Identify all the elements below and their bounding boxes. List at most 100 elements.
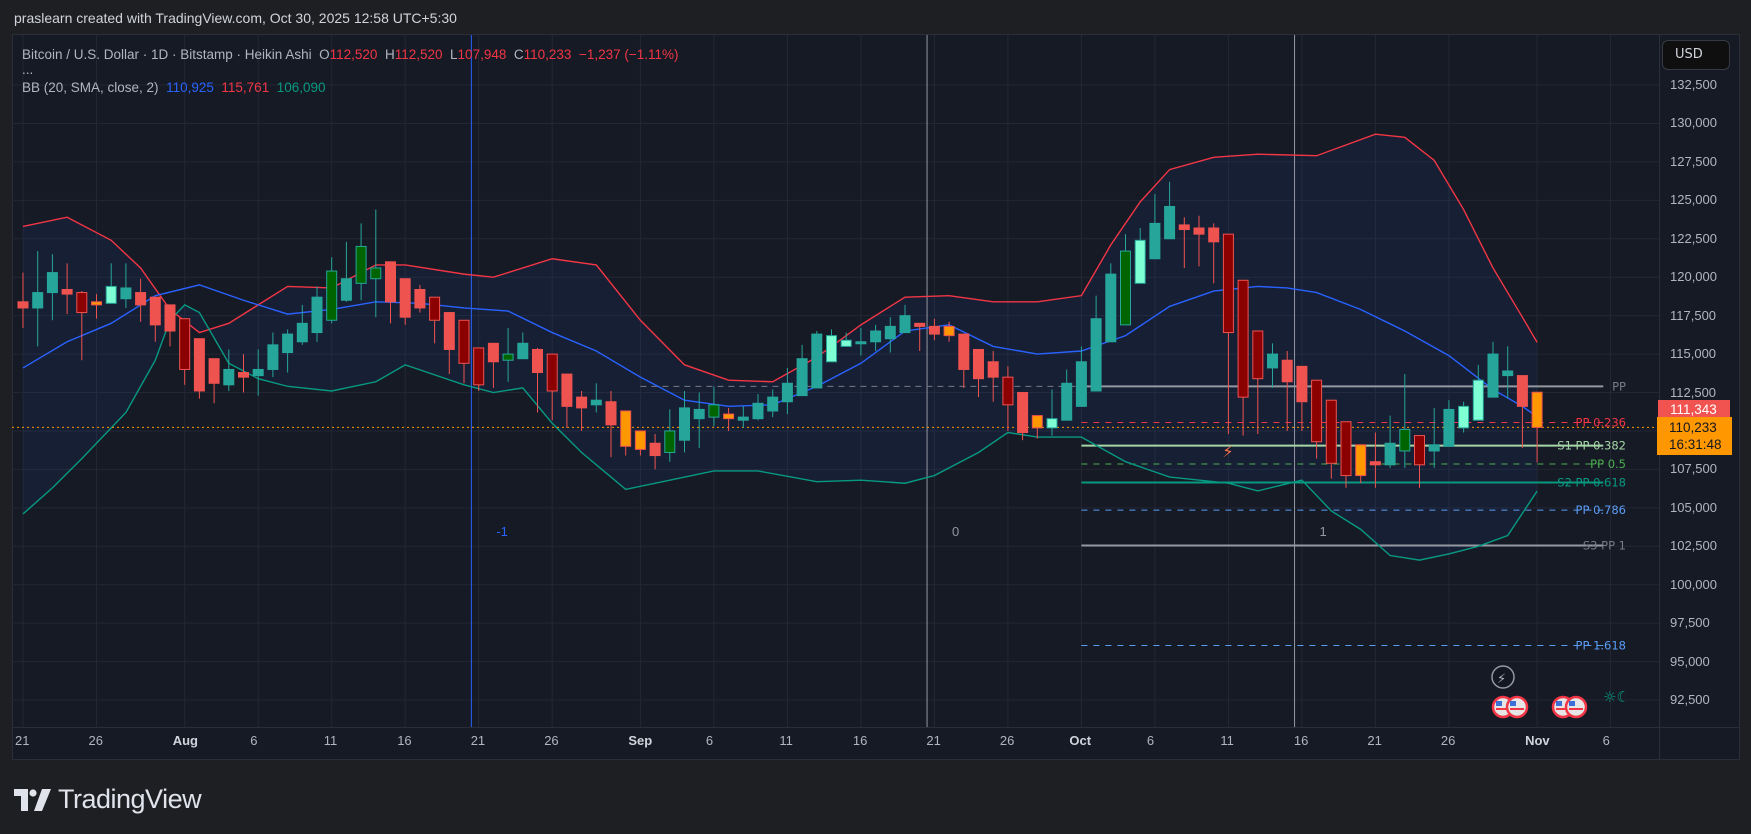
time-axis-label: 6	[705, 733, 714, 748]
symbol-title[interactable]: Bitcoin / U.S. Dollar · 1D · Bitstamp · …	[22, 47, 312, 62]
candle	[590, 399, 602, 406]
candle	[385, 261, 396, 303]
time-axis-label: 11	[779, 733, 793, 748]
candle	[193, 338, 205, 392]
candle	[282, 333, 294, 354]
session-label: 1	[1320, 524, 1327, 539]
candle	[973, 348, 984, 380]
candle	[1516, 375, 1528, 407]
chart-credit: praslearn created with TradingView.com, …	[14, 10, 457, 26]
candle	[1120, 250, 1131, 326]
pivot-label: PP 0.786	[1576, 503, 1626, 517]
time-axis-label: 21	[470, 733, 486, 748]
price-axis-label: 122,500	[1670, 230, 1717, 246]
candle	[1487, 353, 1499, 398]
candle	[1325, 399, 1337, 464]
candle	[576, 396, 588, 409]
price-axis-label: 92,500	[1670, 692, 1710, 708]
economic-events: ⚡ ☼☾	[1491, 665, 1630, 719]
candle	[884, 325, 896, 340]
candle	[311, 296, 323, 334]
candle	[1193, 227, 1205, 235]
bb-legend-row[interactable]: BB (20, SMA, close, 2) 110,925 115,761 1…	[22, 77, 679, 98]
pivot-label: S1 PP 0.382	[1557, 439, 1626, 453]
candle	[943, 325, 955, 337]
chart-panel[interactable]	[12, 34, 1740, 760]
candle	[267, 344, 279, 370]
candle	[429, 296, 441, 321]
pivot-label: S3 PP 1	[1583, 539, 1626, 553]
pivot-label: PP 0.236	[1576, 416, 1626, 430]
candle	[1061, 382, 1073, 421]
candle	[1208, 227, 1220, 243]
candle	[355, 245, 367, 284]
candle	[399, 278, 411, 318]
low-value: 107,948	[457, 47, 507, 62]
candle	[135, 292, 147, 306]
candle	[561, 373, 573, 407]
bb-upper-value: 115,761	[221, 80, 270, 95]
time-axis-label: 26	[544, 733, 559, 748]
time-axis-label: Nov	[1525, 733, 1550, 748]
candle	[1267, 353, 1278, 369]
candle	[914, 322, 926, 327]
candle	[767, 396, 779, 412]
candle	[105, 285, 117, 304]
time-axis-label: 26	[1440, 733, 1456, 748]
us-flag-event-icon	[1564, 695, 1588, 719]
candle	[693, 408, 705, 420]
session-label: 0	[952, 524, 959, 539]
last-price-tag: 110,233 16:31:48	[1657, 417, 1732, 456]
candle	[164, 304, 176, 332]
candle	[708, 404, 720, 418]
symbol-legend-row[interactable]: Bitcoin / U.S. Dollar · 1D · Bitstamp · …	[22, 47, 679, 62]
time-axis-label: 21	[926, 733, 941, 748]
candle	[1237, 279, 1249, 398]
candle	[1428, 444, 1440, 452]
candle	[1149, 222, 1161, 260]
time-axis-label: 21	[15, 733, 30, 748]
candle	[679, 407, 690, 441]
price-axis-label: 102,500	[1670, 538, 1717, 554]
legend-more-button[interactable]: ...	[22, 62, 34, 77]
time-axis-label: 6	[250, 733, 258, 748]
candle	[634, 430, 646, 450]
candle	[1355, 444, 1367, 477]
session-daynight-icon: ☼☾	[1603, 688, 1630, 706]
candle	[76, 292, 88, 314]
candle	[1105, 273, 1117, 343]
time-axis-label: 21	[1367, 733, 1382, 748]
candle	[1311, 379, 1323, 443]
candle	[1458, 405, 1470, 429]
candle	[664, 430, 676, 453]
candle	[1002, 376, 1014, 406]
candle	[32, 292, 44, 309]
candle	[826, 335, 837, 363]
news-flash-icon	[1491, 665, 1515, 689]
candle	[1296, 365, 1308, 403]
close-value: 110,233	[523, 47, 572, 62]
candle	[1531, 391, 1543, 428]
candle	[414, 289, 426, 309]
price-axis-label: 132,500	[1670, 77, 1717, 92]
time-axis-label: 11	[323, 733, 338, 748]
bb-lower-value: 106,090	[276, 80, 326, 95]
candle	[1281, 359, 1293, 383]
candle	[91, 301, 102, 306]
candle	[737, 416, 749, 421]
candle	[502, 353, 514, 361]
candle	[532, 348, 543, 374]
price-axis-label: 112,500	[1670, 384, 1717, 400]
candle	[870, 330, 882, 343]
bb-basis-value: 110,925	[166, 80, 214, 95]
prev-close-price-tag: 111,343	[1658, 400, 1730, 421]
candle	[987, 361, 999, 378]
bb-title[interactable]: BB (20, SMA, close, 2)	[22, 80, 159, 95]
price-axis-label: 115,000	[1670, 346, 1717, 362]
currency-button[interactable]: USD	[1662, 40, 1730, 70]
svg-text:⚡: ⚡	[1497, 672, 1506, 687]
candle	[1075, 361, 1087, 407]
candle	[61, 289, 73, 295]
candle	[149, 296, 161, 326]
